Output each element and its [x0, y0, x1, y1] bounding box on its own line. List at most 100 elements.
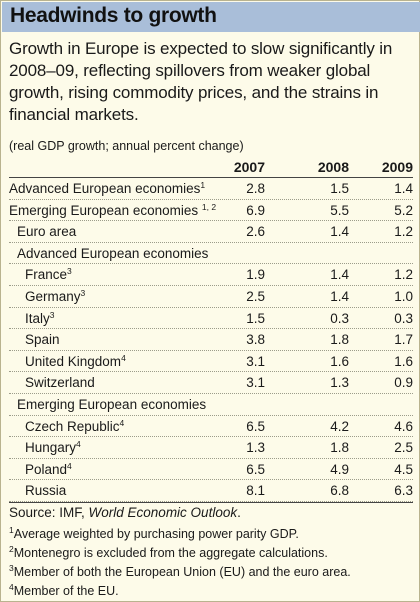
table-row: Hungary4 1.3 1.8 2.5: [9, 437, 413, 459]
cell-2009: 1.0: [394, 289, 413, 304]
footnote-ref: 4: [119, 417, 125, 428]
cell-2007: 3.1: [246, 375, 265, 391]
table-row: Advanced European economies1 2.8 1.5 1.4: [9, 178, 413, 200]
table-row: Advanced European economies: [9, 243, 413, 265]
row-label-text: Emerging European economies: [9, 202, 202, 218]
row-label-text: Euro area: [17, 224, 77, 240]
cell-2007: 2.8: [246, 181, 265, 196]
footnote-mark: 4: [9, 582, 14, 592]
cell-2007: 2.5: [246, 289, 265, 304]
table-row: Italy3 1.5 0.3 0.3: [9, 308, 413, 330]
row-label-text: United Kingdom: [25, 353, 122, 369]
row-label-text: Hungary: [25, 440, 77, 456]
source-suffix: .: [237, 505, 241, 520]
table-bottom-rule: [9, 502, 413, 503]
cell-2009: 0.9: [394, 375, 413, 391]
cell-2007: 8.1: [246, 483, 265, 499]
table-row: France3 1.9 1.4 1.2: [9, 264, 413, 286]
table-row: Spain 3.8 1.8 1.7: [9, 329, 413, 351]
row-label: Emerging European economies: [17, 397, 206, 412]
table-row: Poland4 6.5 4.9 4.5: [9, 459, 413, 481]
row-label: Switzerland: [25, 375, 95, 390]
cell-2009: 2.5: [394, 440, 413, 456]
footnote-ref: 3: [49, 309, 55, 320]
footnote-mark: 3: [9, 563, 14, 573]
row-label-text: Russia: [25, 483, 67, 499]
cell-2007: 2.6: [246, 224, 265, 240]
cell-2007: 1.3: [246, 440, 265, 456]
cell-2008: 5.5: [330, 202, 349, 218]
table-row: United Kingdom4 3.1 1.6 1.6: [9, 351, 413, 373]
cell-2007: 6.5: [246, 461, 265, 477]
footnote-mark: 2: [9, 544, 14, 554]
row-label: Italy3: [25, 309, 55, 325]
cell-2009: 1.2: [394, 267, 413, 283]
cell-2009: 4.6: [394, 418, 413, 434]
footnote-4: 4Member of the EU.: [9, 582, 119, 598]
row-label: France3: [25, 267, 72, 282]
row-label-text: Spain: [25, 332, 60, 348]
cell-2009: 0.3: [394, 310, 413, 326]
footnote-text: Montenegro is excluded from the aggregat…: [13, 546, 328, 560]
cell-2008: 1.6: [330, 353, 349, 369]
footnote-ref: 3: [67, 266, 72, 277]
header-rule: [9, 177, 413, 178]
footnote-mark: 1: [9, 525, 14, 535]
cell-2007: 1.9: [246, 267, 265, 283]
panel-subtitle: Growth in Europe is expected to slow sig…: [9, 39, 393, 124]
cell-2009: 1.4: [394, 181, 413, 196]
row-label: Advanced European economies: [17, 246, 208, 261]
row-label: Emerging European economies 1, 2: [9, 201, 217, 218]
table-row: Switzerland 3.1 1.3 0.9: [9, 372, 413, 394]
cell-2007: 6.5: [246, 418, 265, 434]
cell-2009: 6.3: [394, 483, 413, 499]
row-label-text: Advanced European economies: [9, 181, 201, 196]
row-label: United Kingdom4: [25, 354, 126, 369]
source-publication: World Economic Outlook: [88, 505, 238, 520]
row-label: Czech Republic4: [25, 417, 125, 434]
row-label: Hungary4: [25, 440, 81, 455]
row-label: Germany3: [25, 289, 85, 304]
footnote-text: Member of both the European Union (EU) a…: [13, 565, 351, 579]
cell-2009: 4.5: [394, 461, 413, 477]
cell-2008: 1.8: [330, 440, 349, 456]
cell-2008: 1.3: [330, 375, 349, 391]
cell-2009: 1.7: [394, 332, 413, 348]
row-label: Russia: [25, 483, 66, 498]
row-label-text: Advanced European economies: [17, 245, 209, 261]
cell-2008: 6.8: [330, 483, 349, 499]
row-label: Euro area: [17, 224, 76, 239]
cell-2007: 6.9: [246, 202, 265, 218]
column-header-2007: 2007: [233, 159, 265, 175]
row-label-text: Poland: [25, 461, 68, 477]
footnote-1: 1Average weighted by purchasing power pa…: [9, 525, 299, 541]
cell-2008: 1.4: [330, 224, 349, 240]
column-header-2008: 2008: [317, 159, 349, 175]
row-label-text: Czech Republic: [25, 418, 120, 434]
footnote-3: 3Member of both the European Union (EU) …: [9, 563, 351, 579]
table-row: Germany3 2.5 1.4 1.0: [9, 286, 413, 308]
cell-2007: 1.5: [246, 310, 265, 326]
row-label: Spain: [25, 332, 60, 347]
cell-2007: 3.8: [246, 332, 265, 348]
source-note: Source: IMF, World Economic Outlook.: [9, 505, 241, 520]
footnote-text: Member of the EU.: [13, 584, 119, 598]
cell-2007: 3.1: [246, 353, 265, 369]
table-row: Emerging European economies 1, 2 6.9 5.5 5.…: [9, 200, 413, 222]
unit-note: (real GDP growth; annual percent change): [9, 139, 244, 153]
cell-2008: 4.9: [330, 461, 349, 477]
row-label-text: Switzerland: [25, 375, 95, 391]
table-row: Russia 8.1 6.8 6.3: [9, 480, 413, 502]
footnote-ref: 1, 2: [201, 201, 217, 212]
row-label: Advanced European economies1: [9, 181, 205, 196]
source-prefix: Source: IMF,: [9, 505, 89, 520]
table-row: Czech Republic4 6.5 4.2 4.6: [9, 416, 413, 438]
row-label: Poland4: [25, 462, 72, 477]
column-header-2009: 2009: [381, 159, 413, 175]
row-label-text: Emerging European economies: [17, 397, 207, 412]
cell-2009: 1.6: [394, 353, 413, 369]
panel-title: Headwinds to growth: [10, 4, 217, 27]
cell-2008: 0.3: [330, 310, 349, 326]
cell-2008: 1.4: [330, 289, 349, 304]
